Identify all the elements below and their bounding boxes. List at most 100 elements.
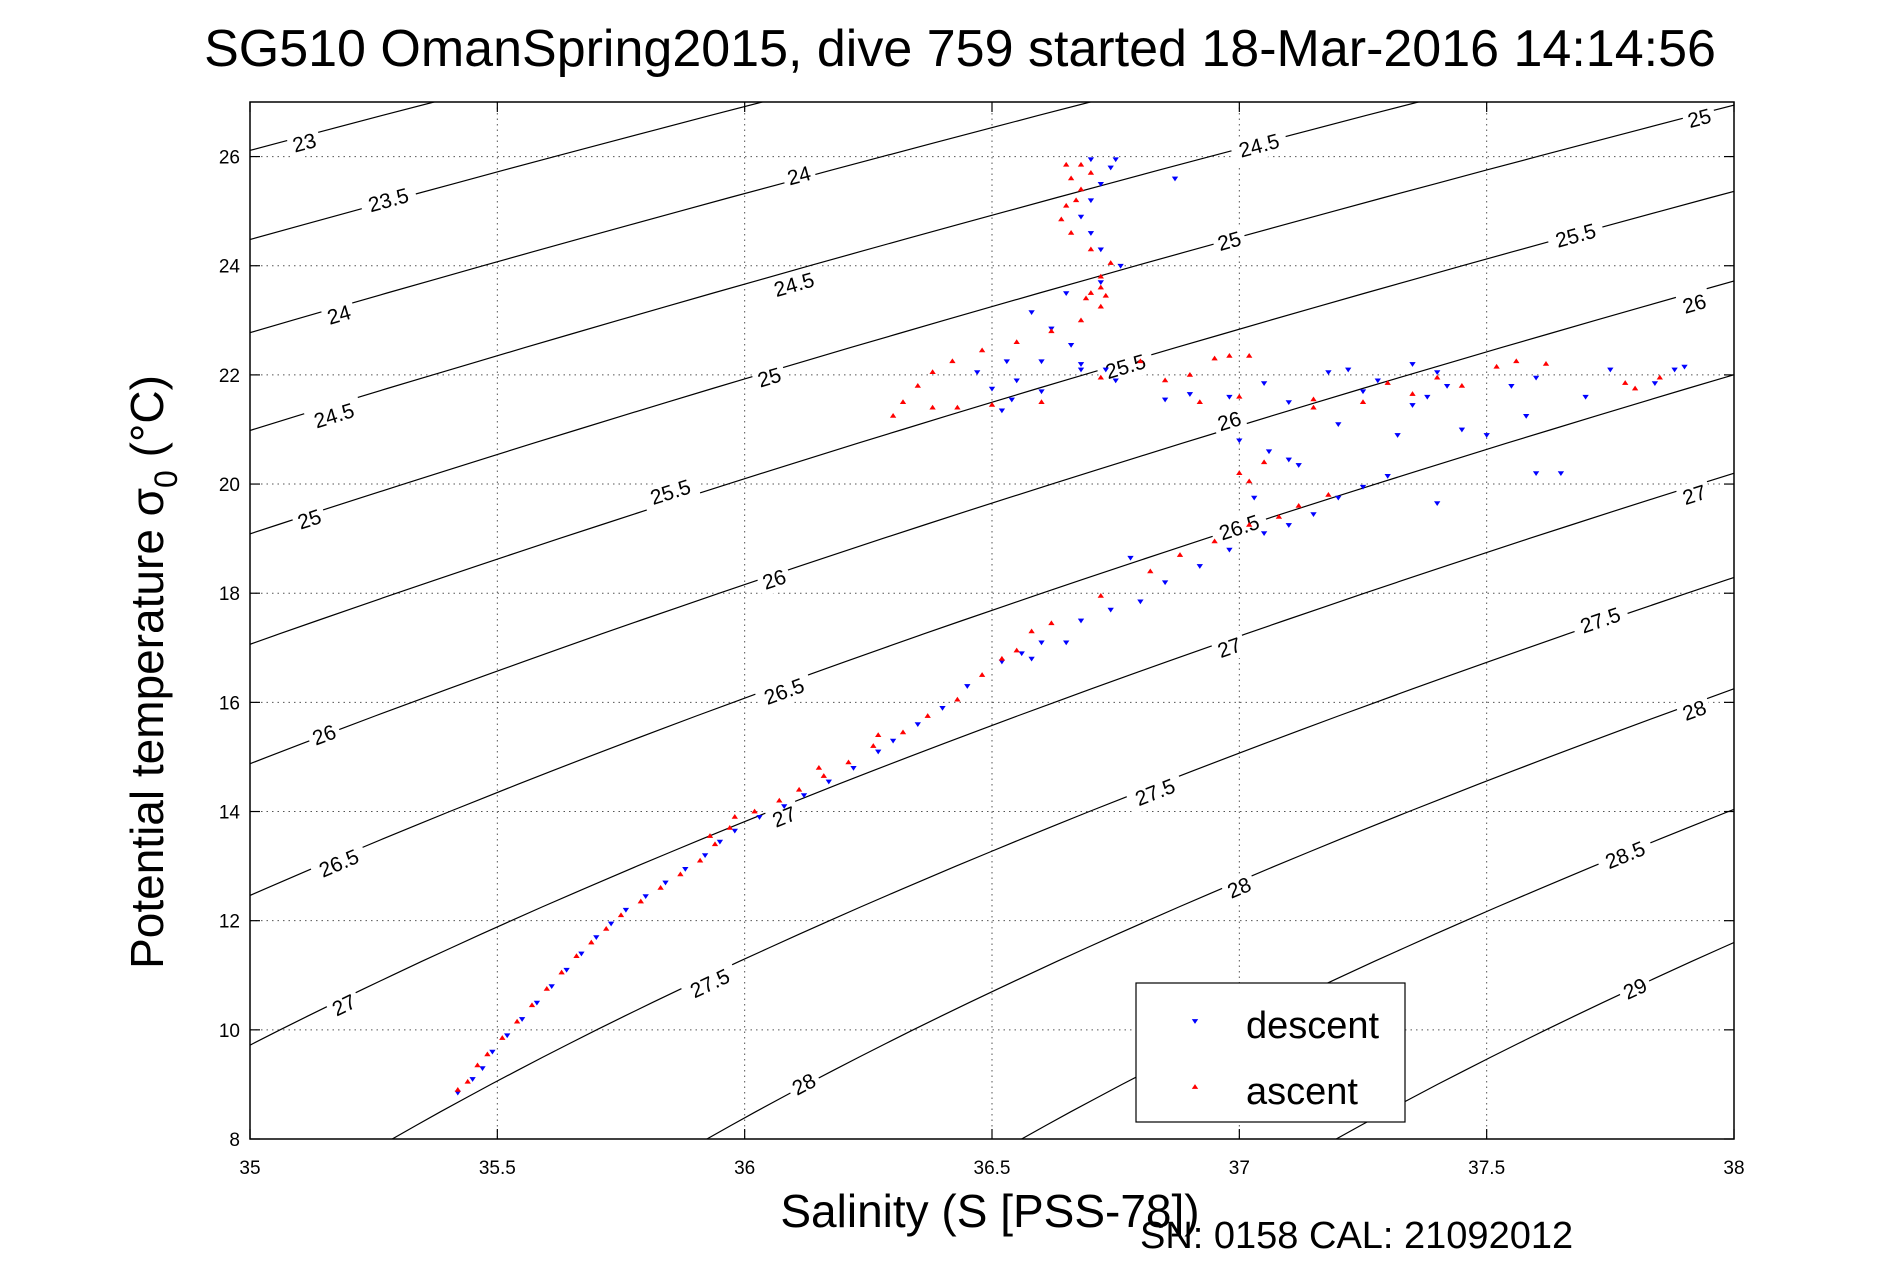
descent-point [964, 684, 971, 689]
contour-label-bg [1095, 346, 1157, 388]
contour-label-bg [1615, 970, 1656, 1008]
x-tick-label: 35 [239, 1158, 260, 1179]
descent-point [1127, 555, 1134, 561]
descent-point [548, 984, 555, 990]
descent-point [1345, 367, 1352, 373]
descent-point [1532, 471, 1540, 477]
descent-point [1171, 176, 1179, 182]
descent-point [1097, 182, 1104, 187]
descent-point [1681, 364, 1688, 370]
ascent-point [1097, 303, 1104, 309]
descent-point [1285, 523, 1292, 528]
ascent-point [1048, 328, 1055, 334]
descent-point [1557, 471, 1565, 477]
ascent-point [657, 885, 664, 890]
ascent-point [1260, 459, 1268, 465]
density-contour-label: 25 [750, 360, 789, 395]
ascent-point [1196, 399, 1203, 404]
ascent-point [914, 382, 921, 388]
contour-label-bg [304, 717, 344, 753]
descent-point [1028, 656, 1035, 662]
ascent-point [815, 764, 823, 770]
ascent-point [1359, 399, 1367, 404]
descent-point [1483, 433, 1490, 438]
descent-point [1607, 367, 1614, 373]
y-axis-label-space [121, 457, 173, 470]
descent-point [1102, 367, 1109, 373]
descent-point [1097, 280, 1104, 286]
x-tick-label: 37.5 [1468, 1158, 1505, 1179]
ascent-point [484, 1051, 491, 1057]
y-axis-label-main: Potential temperature σ [121, 488, 173, 969]
descent-point [1107, 165, 1114, 171]
descent-point [1077, 214, 1085, 220]
ascent-point [1087, 170, 1095, 175]
ascent-point [1384, 380, 1391, 385]
descent-point [1359, 389, 1367, 395]
ascent-point [558, 969, 565, 975]
descent-point [1063, 291, 1070, 296]
descent-series [454, 157, 1688, 1096]
descent-point [731, 828, 738, 834]
contour-label-bg [750, 360, 789, 395]
ascent-point [1622, 380, 1629, 385]
legend-label-descent: descent [1246, 1005, 1380, 1047]
descent-point [1018, 651, 1025, 657]
ascent-point [1087, 246, 1095, 252]
ascent-point [1246, 522, 1253, 527]
ascent-point [1097, 284, 1104, 290]
ascent-point [1325, 492, 1332, 497]
ascent-point [1246, 352, 1253, 358]
contour-label-bg [1208, 506, 1270, 549]
ascent-point [1310, 404, 1317, 410]
y-tick-label: 18 [219, 584, 240, 605]
descent-point [682, 867, 689, 872]
descent-point [1137, 599, 1144, 605]
density-contour-line [250, 374, 1734, 897]
grid-lines [250, 102, 1734, 1139]
contour-label-bg [358, 180, 419, 221]
ascent-point [1542, 361, 1550, 366]
ascent-point [1102, 292, 1109, 298]
descent-point [504, 1033, 511, 1039]
ascent-point [820, 773, 827, 778]
descent-point [607, 921, 615, 927]
ascent-point [1434, 374, 1441, 380]
ascent-point [899, 399, 907, 404]
y-tick-label: 16 [219, 693, 240, 714]
ascent-point [1067, 230, 1075, 235]
descent-point [998, 408, 1006, 414]
x-tick-label: 37 [1229, 1158, 1250, 1179]
ascent-point [1236, 470, 1243, 475]
density-contour-label: 28 [1674, 692, 1714, 729]
ascent-point [1493, 363, 1500, 369]
y-axis-label-unit: (°C) [121, 375, 173, 457]
descent-point [1434, 501, 1441, 507]
density-contour-label: 26 [754, 562, 794, 598]
contour-label-bg [764, 798, 804, 836]
ascent-point [929, 404, 936, 410]
ascent-point [1161, 377, 1169, 383]
ascent-point [988, 402, 996, 407]
descent-point [1260, 381, 1268, 386]
descent-point [1226, 547, 1233, 553]
footer-serial-calibration: SN: 0158 CAL: 21092012 [1140, 1215, 1573, 1257]
contour-label-bg [323, 986, 365, 1024]
ascent-point [1067, 175, 1075, 181]
plot-area: 2323.52424.5252626.5272424.52525.52626.5… [219, 101, 1745, 1179]
descent-point [800, 793, 808, 799]
descent-point [1013, 378, 1020, 384]
descent-point [1067, 343, 1075, 348]
ascent-point [528, 1002, 536, 1008]
descent-point [1359, 484, 1367, 490]
ascent-point [899, 729, 907, 735]
contour-label-bg [780, 159, 818, 193]
chart-title: SG510 OmanSpring2015, dive 759 started 1… [204, 20, 1716, 78]
ascent-point [1087, 290, 1095, 295]
contour-label-bg [1674, 692, 1714, 729]
y-tick-label: 20 [219, 475, 240, 496]
ascent-point [929, 369, 936, 374]
contour-label-bg [753, 669, 815, 714]
descent-point [1384, 474, 1391, 479]
ascent-point [706, 833, 714, 838]
